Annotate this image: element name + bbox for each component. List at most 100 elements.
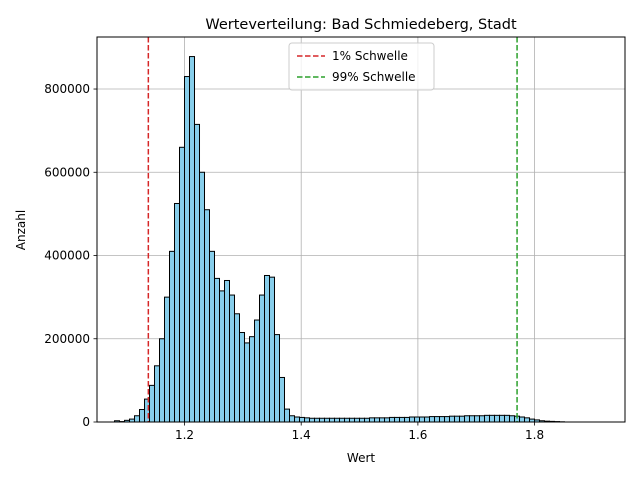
- histogram-bar: [159, 338, 166, 423]
- histogram-bar: [409, 416, 416, 423]
- y-tick-label: 600000: [44, 165, 90, 179]
- histogram-bar: [374, 417, 381, 423]
- histogram-bar: [339, 417, 346, 423]
- legend-box: [288, 42, 435, 91]
- legend: 1% Schwelle 99% Schwelle: [288, 42, 435, 91]
- histogram-bar: [369, 417, 376, 423]
- histogram-bar: [458, 415, 465, 423]
- threshold-lines: [147, 37, 518, 422]
- histogram-bar: [264, 274, 271, 423]
- histogram-bar: [254, 319, 261, 423]
- histogram-bar: [194, 123, 201, 423]
- histogram-bar: [244, 342, 251, 423]
- histogram-bar: [259, 294, 266, 423]
- histogram-bar: [498, 414, 505, 423]
- histogram-bar: [314, 417, 321, 423]
- histogram-bar: [399, 416, 406, 423]
- x-tick-label: 1.2: [175, 428, 194, 442]
- histogram-bar: [483, 414, 490, 423]
- histogram-bar: [503, 414, 510, 423]
- y-tick-label: 200000: [44, 332, 90, 346]
- histogram-bar: [169, 250, 176, 423]
- histogram-bars: [114, 56, 565, 423]
- histogram-bar: [174, 202, 181, 423]
- histogram-bar: [274, 334, 281, 423]
- y-tick-label: 400000: [44, 249, 90, 263]
- y-tick-label: 800000: [44, 82, 90, 96]
- histogram-bar: [229, 294, 236, 423]
- histogram-bar: [389, 416, 396, 423]
- histogram-bar: [219, 290, 226, 423]
- histogram-bar: [269, 276, 276, 423]
- histogram-bar: [473, 415, 480, 423]
- histogram-bar: [379, 417, 386, 423]
- histogram-bar: [224, 279, 231, 423]
- histogram-bar: [139, 409, 146, 423]
- y-tick-label: 0: [82, 415, 90, 429]
- x-axis-title: Wert: [347, 451, 375, 465]
- x-tick-label: 1.6: [408, 428, 427, 442]
- histogram-bar: [299, 416, 306, 423]
- histogram-bar: [179, 146, 186, 423]
- histogram-bar: [134, 415, 141, 423]
- histogram-bar: [319, 417, 326, 423]
- histogram-bar: [354, 417, 361, 423]
- histogram-bar: [428, 416, 435, 423]
- histogram-bar: [204, 209, 211, 423]
- x-tick-label: 1.8: [525, 428, 544, 442]
- histogram-bar: [453, 415, 460, 423]
- histogram-bar: [463, 415, 470, 423]
- histogram-bar: [349, 417, 356, 423]
- histogram-bar: [414, 416, 421, 423]
- histogram-bar: [144, 398, 151, 423]
- histogram-bar: [493, 414, 500, 423]
- histogram-bar: [438, 416, 445, 423]
- histogram-bar: [468, 415, 475, 423]
- histogram-bar: [359, 417, 366, 423]
- histogram-bar: [523, 417, 530, 423]
- histogram-bar: [329, 417, 336, 423]
- x-axis-ticks: 1.2 1.4 1.6 1.8: [175, 422, 544, 442]
- histogram-bar: [284, 408, 291, 423]
- histogram-bar: [364, 417, 371, 423]
- histogram-bar: [324, 417, 331, 423]
- histogram-bar: [404, 416, 411, 423]
- histogram-bar: [164, 296, 171, 423]
- histogram-bar: [209, 250, 216, 423]
- legend-label-1pct: 1% Schwelle: [332, 49, 408, 63]
- histogram-bar: [149, 384, 156, 423]
- y-axis-ticks: 0 200000 400000 600000 800000: [44, 82, 97, 429]
- y-axis-title: Anzahl: [14, 210, 28, 250]
- histogram-bar: [518, 416, 525, 423]
- histogram-bar: [279, 376, 286, 423]
- histogram-bar: [294, 416, 301, 423]
- plot-frame: [96, 36, 626, 423]
- histogram-bar: [214, 277, 221, 423]
- histogram-bar: [433, 416, 440, 423]
- histogram-bar: [448, 415, 455, 423]
- histogram-bar: [394, 416, 401, 423]
- histogram-bar: [249, 336, 256, 423]
- histogram-bar: [424, 416, 430, 423]
- legend-label-99pct: 99% Schwelle: [332, 70, 416, 84]
- histogram-bar: [443, 416, 450, 423]
- histogram-bar: [199, 171, 206, 423]
- chart-title: Werteverteilung: Bad Schmiedeberg, Stadt: [205, 17, 517, 33]
- histogram-bar: [334, 417, 341, 423]
- x-tick-label: 1.4: [292, 428, 311, 442]
- histogram-bar: [184, 76, 191, 423]
- histogram-bar: [189, 56, 196, 423]
- histogram-bar: [419, 416, 426, 423]
- histogram-bar: [384, 417, 391, 423]
- histogram-bar: [304, 417, 311, 423]
- histogram-bar: [344, 417, 351, 423]
- histogram-bar: [309, 417, 316, 423]
- histogram-bar: [239, 332, 246, 423]
- histogram-bar: [154, 365, 161, 423]
- histogram-bar: [234, 313, 241, 423]
- histogram-bar: [478, 415, 485, 423]
- histogram-bar: [488, 414, 495, 423]
- histogram-bar: [508, 415, 515, 423]
